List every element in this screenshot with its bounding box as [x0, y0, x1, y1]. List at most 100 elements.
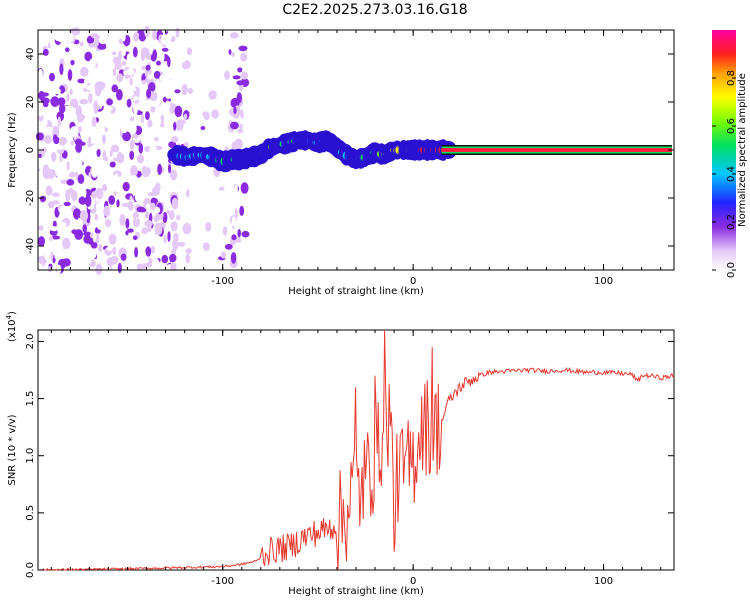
- noise-speckle: [59, 153, 63, 163]
- noise-speckle: [94, 143, 98, 150]
- noise-speckle: [168, 116, 173, 125]
- noise-speckle: [86, 35, 95, 44]
- x-tick-label: 0: [410, 276, 416, 287]
- noise-speckle: [240, 52, 248, 62]
- noise-speckle: [231, 216, 236, 227]
- noise-speckle: [147, 119, 153, 128]
- noise-speckle: [174, 89, 181, 94]
- noise-speckle: [224, 243, 233, 250]
- snr-panel: -100 0 100 0.0 0.5 1.0 1.5 2.0 Height of strai…: [5, 311, 675, 597]
- noise-speckle: [142, 263, 147, 270]
- noise-speckle: [133, 103, 138, 115]
- noise-speckle: [126, 98, 132, 108]
- noise-speckle: [193, 263, 199, 272]
- spectrogram-y-axis-label: Frequency (Hz): [7, 112, 18, 188]
- noise-speckle: [149, 145, 158, 156]
- noise-speckle: [51, 235, 61, 240]
- noise-speckle: [91, 166, 98, 178]
- y-tick-label: 0: [25, 147, 36, 153]
- noise-speckle: [153, 70, 161, 79]
- noise-speckle: [157, 163, 163, 176]
- noise-speckle: [168, 210, 175, 221]
- noise-speckle: [104, 118, 111, 128]
- noise-speckle: [167, 231, 171, 242]
- noise-speckle: [178, 178, 184, 187]
- noise-speckle: [171, 197, 179, 210]
- noise-speckle: [90, 241, 98, 249]
- y-tick-label: -20: [25, 190, 36, 206]
- noise-speckle: [59, 205, 66, 217]
- noise-speckle: [121, 125, 128, 134]
- noise-speckle: [145, 64, 151, 71]
- noise-speckle: [45, 146, 53, 152]
- noise-speckle: [92, 232, 97, 243]
- noise-speckle: [56, 264, 62, 274]
- noise-speckle: [144, 220, 153, 228]
- noise-speckle: [133, 133, 138, 139]
- noise-speckle: [44, 126, 54, 133]
- noise-speckle: [98, 59, 107, 67]
- noise-speckle: [200, 126, 206, 130]
- noise-speckle: [40, 97, 50, 104]
- noise-speckle: [157, 51, 165, 63]
- noise-speckle: [220, 251, 226, 259]
- noise-speckle: [237, 128, 244, 134]
- noise-speckle: [171, 136, 179, 143]
- spectrogram-signal-track: [167, 130, 672, 173]
- noise-speckle: [38, 236, 45, 247]
- y-tick-label: 0.0: [25, 562, 36, 578]
- noise-speckle: [49, 72, 55, 82]
- noise-speckle: [66, 32, 74, 43]
- noise-speckle: [53, 136, 60, 145]
- noise-speckle: [130, 123, 137, 135]
- noise-speckle: [66, 179, 75, 186]
- x-tick-label: 0: [410, 576, 416, 587]
- noise-speckle: [51, 176, 59, 189]
- noise-speckle: [82, 224, 87, 233]
- noise-speckle: [95, 263, 103, 275]
- noise-speckle: [110, 144, 119, 153]
- noise-speckle: [44, 34, 49, 46]
- noise-speckle: [113, 67, 117, 77]
- noise-speckle: [92, 47, 97, 52]
- noise-speckle: [156, 64, 162, 71]
- noise-speckle: [43, 220, 50, 232]
- y-tick-label: 0.5: [25, 505, 36, 521]
- noise-speckle: [54, 32, 60, 41]
- noise-speckle: [218, 186, 225, 191]
- noise-speckle: [112, 224, 118, 237]
- snr-y-multiplier: (x104): [5, 311, 18, 342]
- noise-speckle: [147, 225, 152, 233]
- noise-speckle: [146, 88, 152, 99]
- noise-speckle: [234, 185, 238, 195]
- noise-speckle: [57, 97, 66, 106]
- snr-line: [38, 329, 675, 572]
- noise-speckle: [106, 98, 113, 106]
- noise-speckle: [150, 106, 156, 113]
- noise-speckle: [134, 58, 141, 66]
- noise-speckle: [240, 71, 249, 80]
- noise-speckle: [109, 161, 116, 168]
- noise-speckle: [121, 150, 125, 155]
- noise-speckle: [65, 47, 70, 53]
- noise-speckle: [108, 195, 116, 205]
- noise-speckle: [144, 162, 153, 168]
- noise-speckle: [126, 52, 135, 62]
- noise-speckle: [134, 247, 139, 258]
- noise-speckle: [109, 150, 113, 157]
- noise-speckle: [116, 199, 120, 208]
- noise-speckle: [73, 240, 81, 246]
- noise-speckle: [38, 225, 44, 231]
- colorbar: 0.0 0.2 0.4 0.6 0.8 Normalized spectral ampl…: [712, 30, 748, 278]
- noise-speckle: [170, 169, 178, 181]
- noise-speckle: [141, 227, 149, 235]
- noise-speckle: [227, 185, 236, 195]
- noise-speckle: [120, 253, 127, 261]
- noise-speckle: [230, 252, 237, 264]
- noise-speckle: [148, 155, 158, 163]
- noise-speckle: [70, 59, 75, 66]
- noise-speckle: [121, 48, 126, 57]
- noise-speckle: [96, 53, 101, 60]
- noise-speckle: [152, 257, 157, 269]
